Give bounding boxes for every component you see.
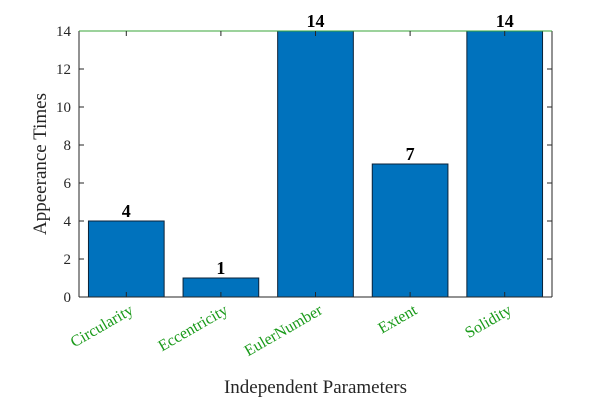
bar-eulernumber: [277, 30, 354, 298]
data-label-circularity: 4: [122, 201, 131, 221]
data-label-eccentricity: 1: [216, 258, 225, 278]
y-tick-label: 14: [56, 24, 72, 40]
y-tick-label: 4: [64, 214, 72, 230]
category-label-eulernumber: EulerNumber: [242, 301, 326, 360]
category-label-circularity: Circularity: [68, 302, 137, 351]
data-label-extent: 7: [406, 144, 415, 164]
bar-solidity: [466, 30, 544, 298]
bar-extent: [371, 163, 449, 298]
y-tick-label: 10: [56, 100, 71, 116]
data-labels: 4 1 14 7 14: [122, 11, 514, 278]
y-tick-label: 0: [64, 290, 72, 306]
category-label-eccentricity: Eccentricity: [155, 302, 230, 355]
y-tick-label: 12: [56, 62, 71, 78]
x-axis-title: Independent Parameters: [224, 377, 407, 398]
y-tick-label: 2: [64, 252, 72, 268]
y-axis-title: Appeerance Times: [30, 93, 51, 235]
bar-circularity: [87, 220, 165, 298]
data-label-solidity: 14: [496, 11, 514, 31]
category-label-extent: Extent: [375, 301, 420, 337]
y-tick-label: 6: [64, 176, 72, 192]
category-label-solidity: Solidity: [462, 302, 514, 342]
data-label-eulernumber: 14: [307, 11, 325, 31]
y-tick-label: 8: [64, 138, 72, 154]
